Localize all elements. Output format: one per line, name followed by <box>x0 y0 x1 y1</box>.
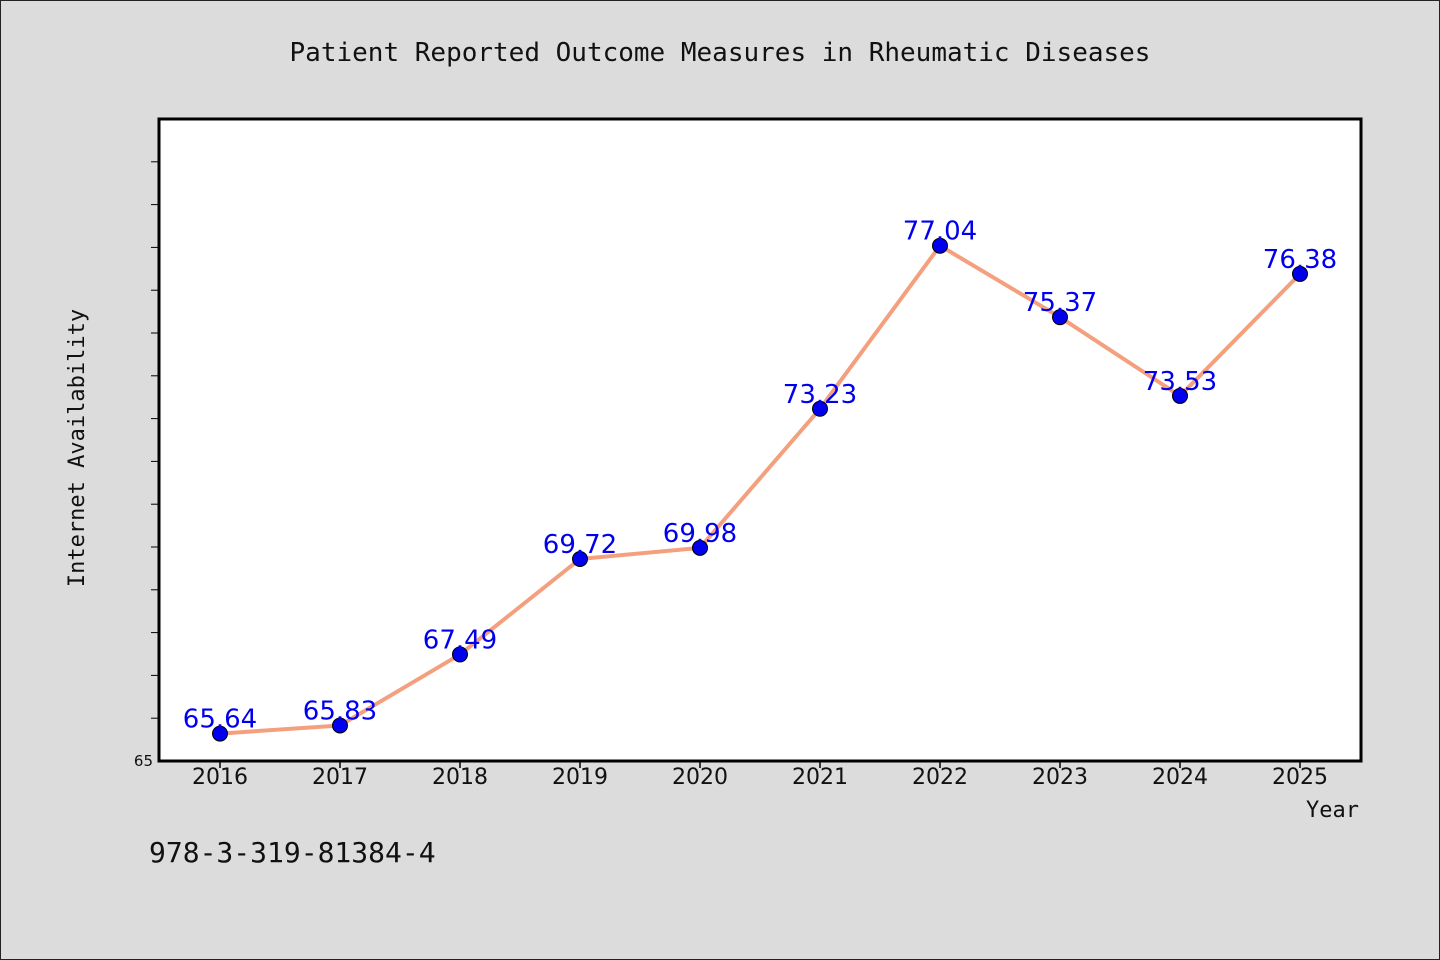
data-label: 69.98 <box>663 519 737 549</box>
data-point-marker <box>1052 309 1068 326</box>
x-tick-label: 2024 <box>1152 765 1208 790</box>
data-label: 69.72 <box>543 530 617 560</box>
data-label: 75.37 <box>1023 288 1097 318</box>
data-label: 67.49 <box>423 625 497 655</box>
chart-title: Patient Reported Outcome Measures in Rhe… <box>290 38 1151 68</box>
data-point-marker <box>332 717 348 734</box>
isbn-footer: 978-3-319-81384-4 <box>149 836 436 869</box>
data-label: 73.53 <box>1143 367 1217 397</box>
y-axis-ticks <box>151 161 159 719</box>
series-line <box>219 243 1302 736</box>
data-point-marker <box>212 725 228 742</box>
x-tick-label: 2016 <box>192 765 248 790</box>
x-axis-title: Year <box>1306 798 1359 823</box>
plot-area <box>157 117 1363 763</box>
data-point-marker <box>1172 387 1188 404</box>
data-label: 77.04 <box>903 217 977 247</box>
data-point-marker <box>572 550 588 567</box>
x-tick-label: 2025 <box>1272 765 1328 790</box>
data-label: 65.83 <box>303 696 377 726</box>
data-label: 76.38 <box>1263 245 1337 275</box>
x-tick-label: 2021 <box>792 765 848 790</box>
data-label: 65.64 <box>183 705 257 735</box>
x-tick-label: 2017 <box>312 765 368 790</box>
series-group: 65.64 65.83 67.49 69.72 69.98 73.23 77.04 75.37… <box>183 217 1337 742</box>
data-label: 73.23 <box>783 380 857 410</box>
data-point-marker <box>812 400 828 417</box>
x-tick-label: 2019 <box>552 765 608 790</box>
data-point-marker <box>1292 265 1308 282</box>
x-tick-label: 2023 <box>1032 765 1088 790</box>
data-point-marker <box>932 237 948 254</box>
x-tick-label: 2020 <box>672 765 728 790</box>
data-point-marker <box>452 646 468 663</box>
x-axis-ticks: 2016 2017 2018 2019 2020 2021 2022 2023 2024 2025 <box>192 761 1328 790</box>
x-tick-label: 2022 <box>912 765 968 790</box>
data-point-marker <box>692 539 708 556</box>
y-tick-label-min: 65 <box>134 752 153 770</box>
x-tick-label: 2018 <box>432 765 488 790</box>
y-axis-title: Internet Availability <box>65 309 90 587</box>
